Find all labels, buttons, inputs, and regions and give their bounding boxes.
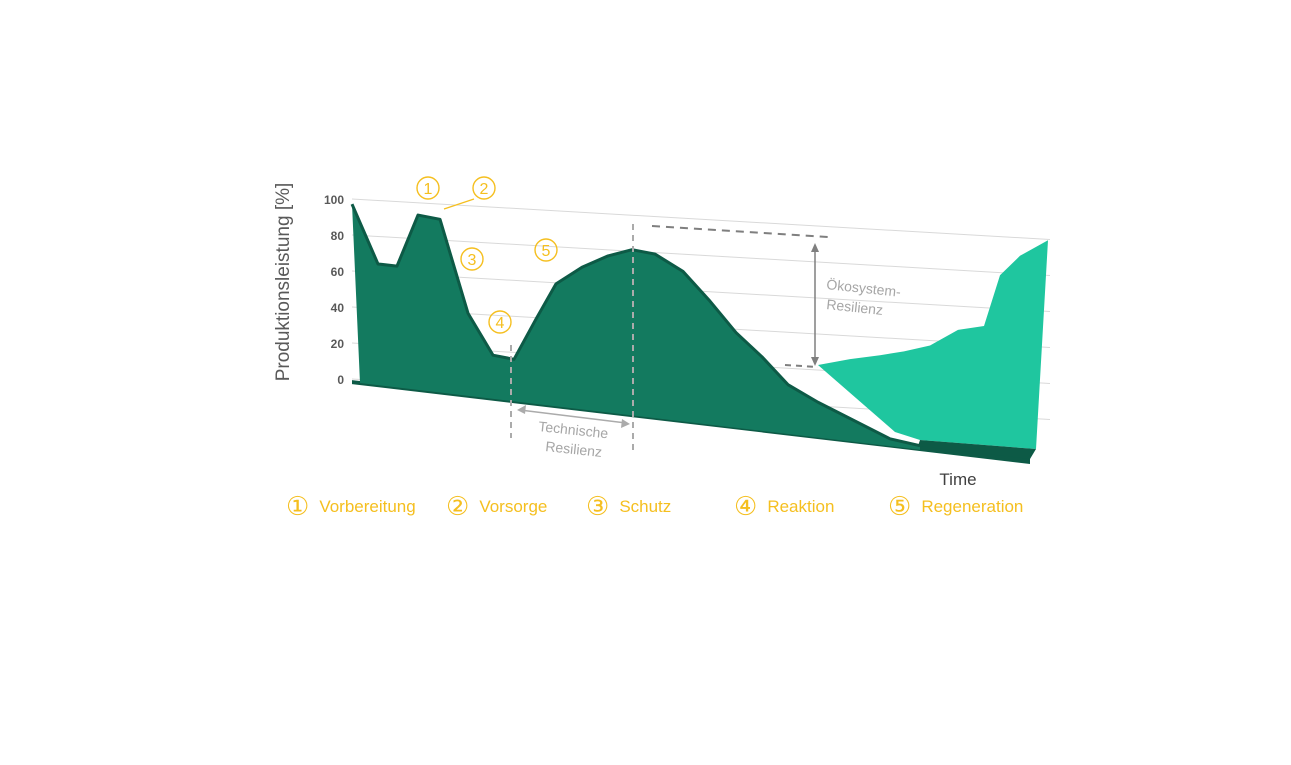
y-tick-label: 60 (331, 265, 345, 279)
legend-label: Regeneration (921, 497, 1024, 516)
phase-marker-circle (416, 176, 440, 200)
x-axis-title: Time (939, 470, 976, 489)
phase-marker-label: 5 (542, 243, 551, 260)
series-area-main (352, 204, 920, 450)
legend-number: ④ (734, 492, 758, 522)
arrow-head (621, 419, 630, 428)
legend-number: ③ (586, 492, 610, 522)
phase-marker-label: 4 (496, 315, 505, 332)
oekosystem-label: Resilienz (826, 296, 884, 318)
legend-number: ① (286, 492, 310, 522)
marker-connector (443, 198, 475, 210)
label-layer: 0 20 40 60 80 100 Produktionsleistung [%] Time (273, 183, 977, 489)
legend-item-reaktion: ④ Reaktion (734, 490, 834, 524)
legend-label: Schutz (619, 497, 672, 516)
legend-label: Vorbereitung (319, 497, 416, 516)
arrow-head (811, 243, 819, 252)
y-tick-label: 100 (324, 193, 344, 207)
technische-label: Resilienz (545, 438, 603, 460)
legend-item-regeneration: ⑤ Regeneration (888, 490, 1023, 524)
legend-label: Vorsorge (479, 497, 548, 516)
phase-marker-label: 2 (480, 181, 489, 198)
legend-label: Reaktion (767, 497, 835, 516)
y-tick-label: 0 (337, 373, 344, 387)
technische-arrow (519, 409, 627, 424)
y-tick-label: 80 (331, 229, 345, 243)
dashed-guide (784, 364, 819, 368)
arrow-head (811, 357, 819, 366)
recovery-base-edge (918, 440, 1036, 459)
phase-marker-circle (534, 238, 558, 262)
legend-item-schutz: ③ Schutz (586, 490, 671, 524)
dashed-guide (651, 225, 829, 238)
legend-item-vorbereitung: ① Vorbereitung (286, 490, 416, 524)
gridline (351, 198, 1051, 240)
y-tick-label: 20 (331, 337, 345, 351)
y-axis-title: Produktionsleistung [%] (273, 183, 294, 382)
technische-label: Technische (538, 418, 610, 441)
phase-legend: ① Vorbereitung ② Vorsorge ③ Schutz ④ Rea… (286, 490, 1066, 524)
legend-item-vorsorge: ② Vorsorge (446, 490, 547, 524)
series-area-recovery (818, 240, 1048, 449)
phase-marker-circle (472, 176, 496, 200)
phase-marker-label: 1 (424, 181, 433, 198)
legend-number: ⑤ (888, 492, 912, 522)
y-tick-label: 40 (331, 301, 345, 315)
area-layer (350, 203, 1048, 465)
phase-marker-circle (460, 247, 484, 271)
legend-number: ② (446, 492, 470, 522)
phase-marker-label: 3 (468, 252, 477, 269)
arrow-head (517, 405, 526, 414)
series-line-main (350, 203, 921, 448)
gridline (351, 234, 1051, 276)
phase-marker-circle (488, 310, 512, 334)
